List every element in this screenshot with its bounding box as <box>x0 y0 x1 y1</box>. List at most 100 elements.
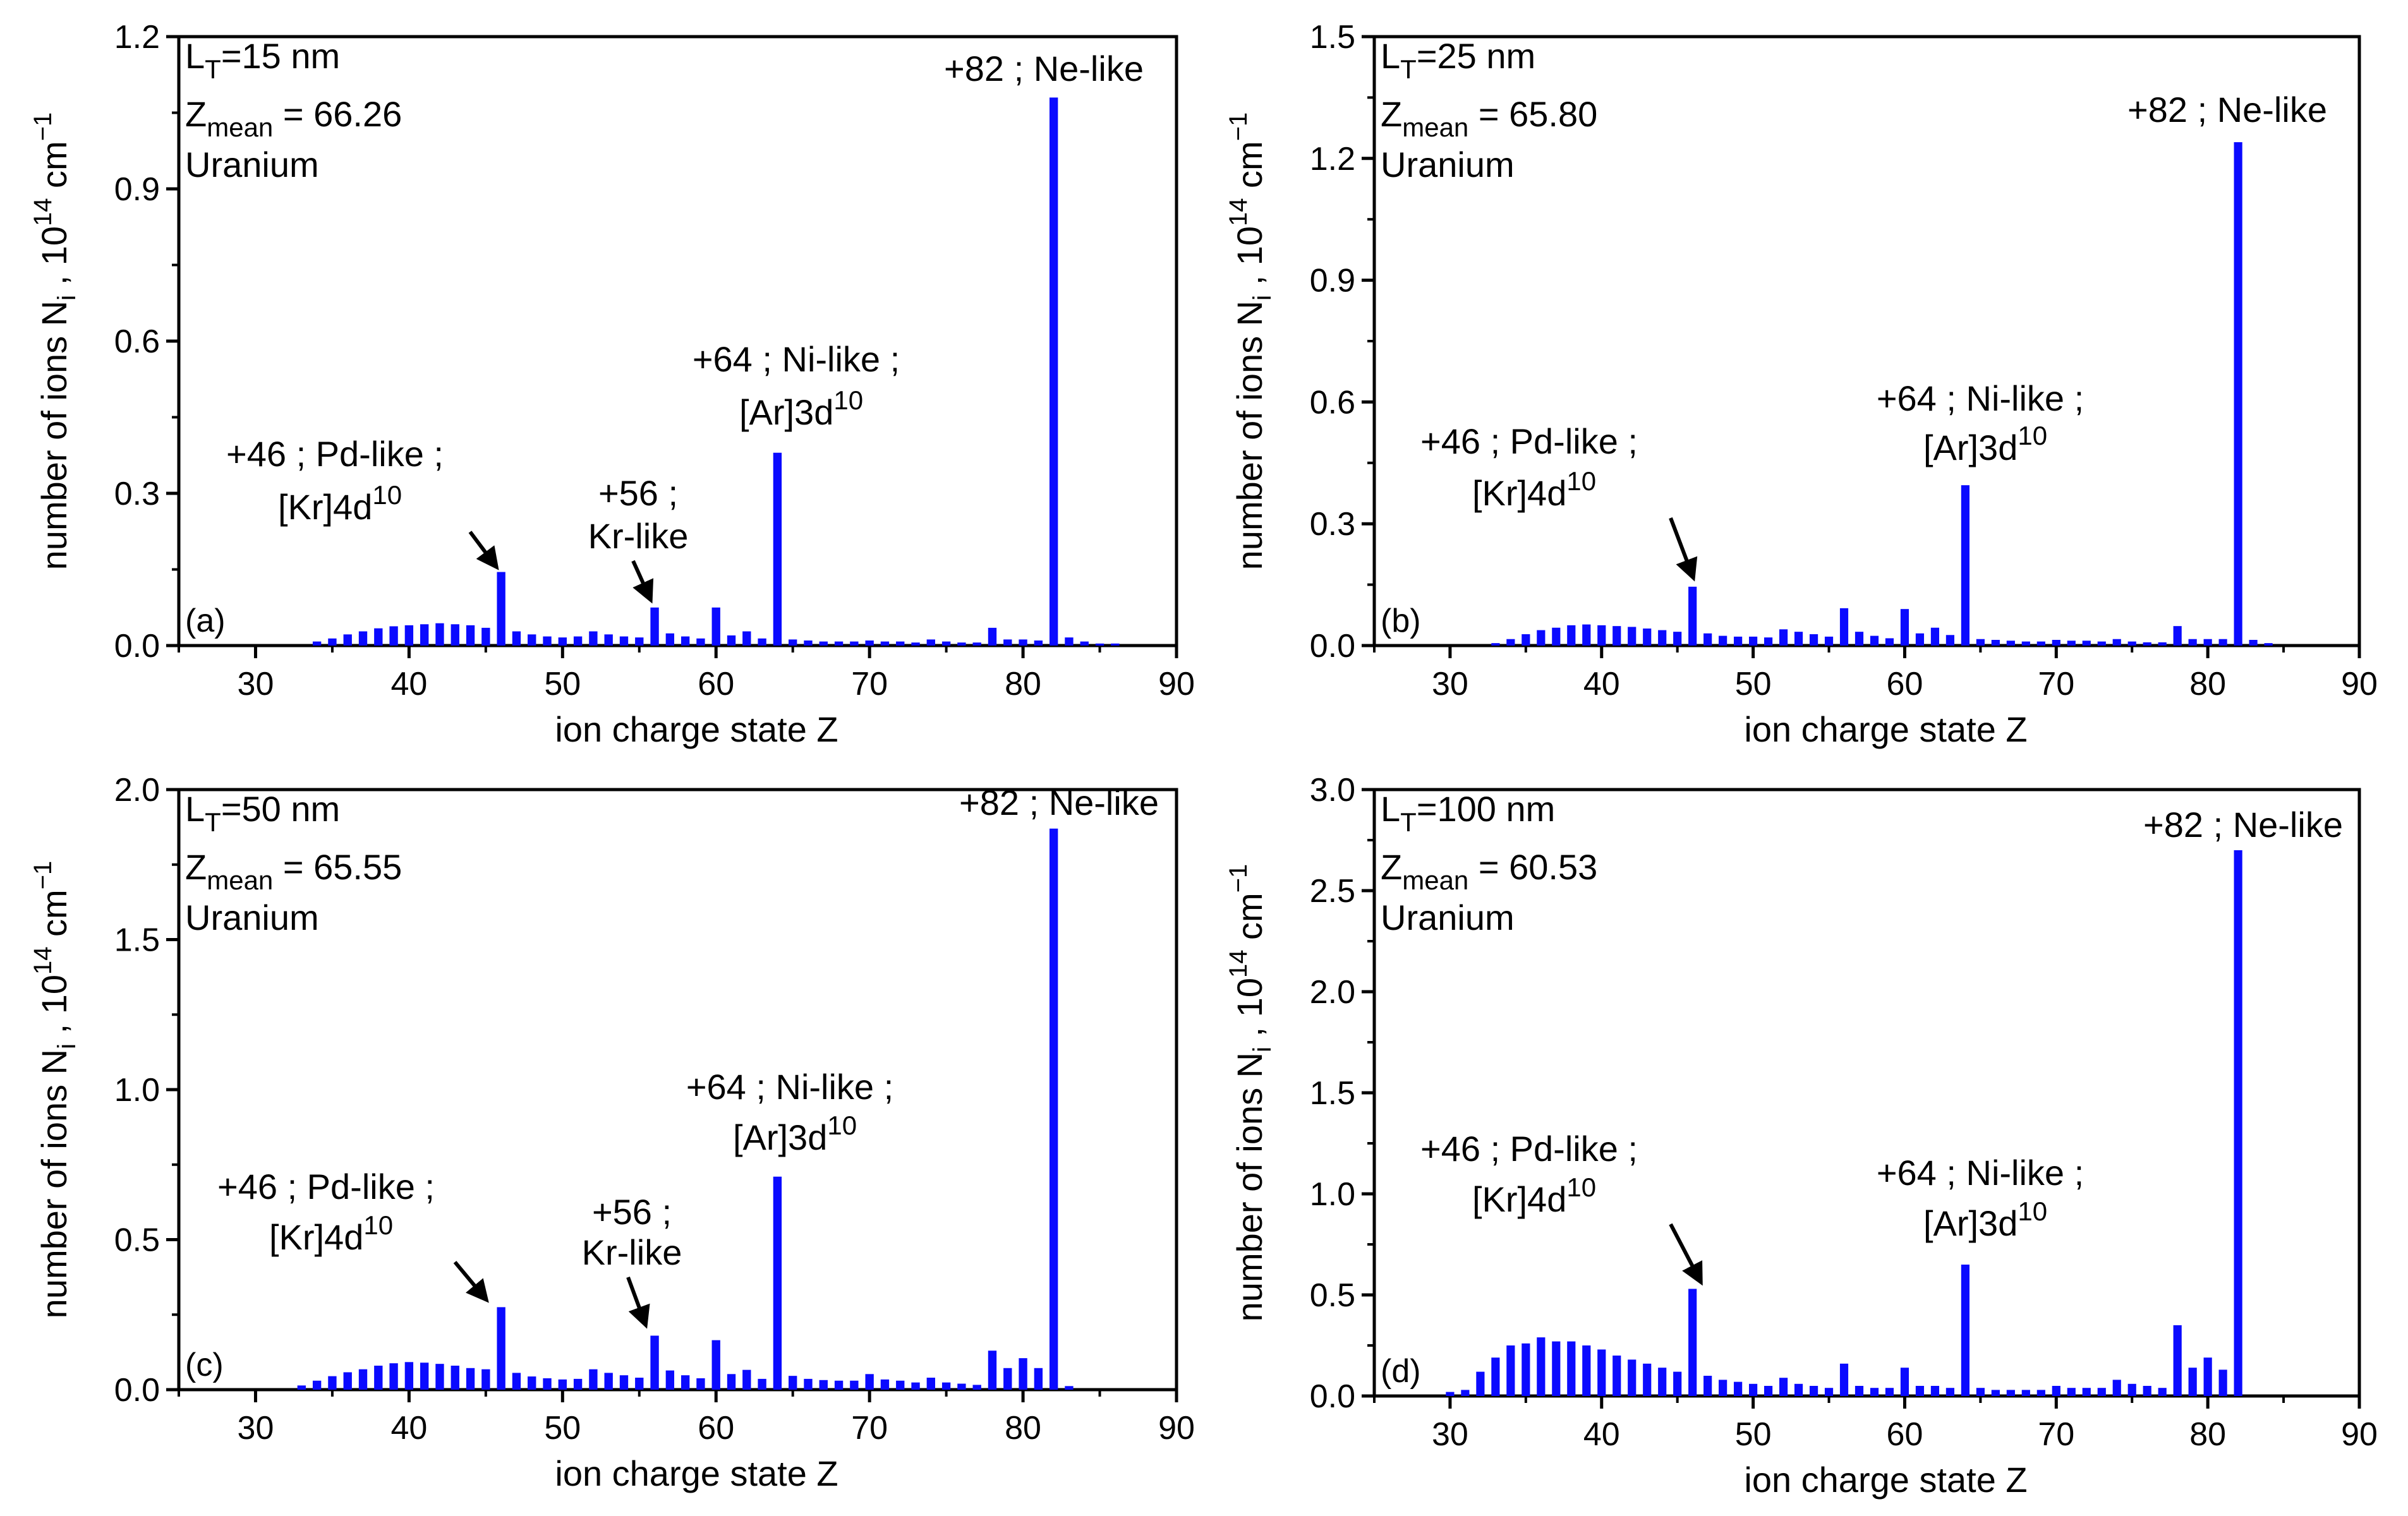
bar-z36 <box>343 634 352 646</box>
x-tick-label: 90 <box>2341 666 2378 702</box>
bar-z52 <box>589 1369 598 1390</box>
annotation-pd-arrow <box>1669 1223 1703 1286</box>
annotation-ni-line2: [Ar]3d10 <box>1923 1196 2047 1243</box>
bar-z60 <box>711 1340 720 1390</box>
bar-z38 <box>374 1366 383 1390</box>
bar-z73 <box>911 1382 920 1390</box>
bar-z43 <box>451 1366 459 1390</box>
annotation-pd-line2: [Kr]4d10 <box>1472 466 1596 513</box>
bar-z40 <box>404 1362 414 1390</box>
bar-z53 <box>1794 1383 1803 1396</box>
annotation-kr-line2: Kr-like <box>588 516 689 556</box>
y-tick-label: 0.3 <box>1310 506 1355 543</box>
y-tick-label: 2.0 <box>114 772 160 809</box>
bar-z51 <box>1764 637 1773 646</box>
x-axis-title: ion charge state Z <box>555 709 838 749</box>
bar-z48 <box>1719 635 1727 646</box>
x-tick-label: 40 <box>390 666 427 702</box>
x-tick-label: 70 <box>851 1410 888 1447</box>
bar-z33 <box>297 1385 306 1390</box>
bar-z50 <box>1749 1383 1758 1396</box>
bar-z83 <box>2249 640 2258 646</box>
annotation-ne-line1: +82 ; Ne-like <box>2143 805 2343 845</box>
bar-z82 <box>1049 828 1058 1390</box>
bar-z40 <box>1597 625 1606 646</box>
chart-panel-1: 30 40 50 60 70 80 90 0.0 0.3 0.6 0.9 1.2 ion charge … <box>29 19 1195 749</box>
bar-z82 <box>2234 850 2242 1396</box>
bar-z41 <box>1612 626 1621 646</box>
bar-z69 <box>2036 641 2045 646</box>
x-axis-title: ion charge state Z <box>555 1453 838 1493</box>
bar-z86 <box>1111 643 1120 646</box>
chart-panel-2: 30 40 50 60 70 80 90 0.0 0.3 0.6 0.9 1.2 1.5 ion char… <box>1225 19 2378 749</box>
bar-z69 <box>850 1380 859 1390</box>
bar-z38 <box>1567 1341 1576 1396</box>
annotation-ni-line2: [Ar]3d10 <box>739 385 863 432</box>
bar-z60 <box>1900 609 1909 646</box>
bar-z68 <box>834 641 844 646</box>
x-tick-label: 30 <box>1432 1416 1468 1453</box>
x-tick-label: 90 <box>1158 666 1195 702</box>
bar-z35 <box>1522 1343 1530 1396</box>
bar-z45 <box>481 1369 490 1390</box>
x-tick-label: 70 <box>2038 1416 2074 1453</box>
annotation-ne-line1: +82 ; Ne-like <box>959 783 1159 822</box>
bar-z80 <box>2203 1357 2212 1396</box>
x-tick-label: 30 <box>238 1410 274 1447</box>
bar-z59 <box>1885 638 1894 646</box>
bar-z37 <box>358 631 368 646</box>
bar-z39 <box>1582 1345 1591 1396</box>
y-tick-label: 0.0 <box>114 1372 160 1409</box>
annotation-pd-line1: +46 ; Pd-like ; <box>1420 421 1638 461</box>
annotation-pd-line2: [Kr]4d10 <box>1472 1172 1596 1219</box>
x-tick-label: 40 <box>390 1410 427 1447</box>
bar-z57 <box>1854 1386 1864 1396</box>
bar-z44 <box>466 625 475 646</box>
bar-z83 <box>1065 637 1074 646</box>
bar-z34 <box>1506 1345 1515 1396</box>
bar-z75 <box>941 1382 951 1390</box>
x-tick-label: 40 <box>1583 666 1620 702</box>
bar-z38 <box>1567 625 1576 646</box>
bar-z36 <box>1537 630 1546 646</box>
x-axis-title: ion charge state Z <box>1744 1460 2027 1500</box>
y-tick-label: 1.5 <box>1310 19 1355 56</box>
annotation-pd-arrow <box>468 531 499 570</box>
bar-z67 <box>2006 641 2015 646</box>
annotation-kr-arrow <box>626 1276 650 1329</box>
bar-z34 <box>312 1380 322 1390</box>
bar-z46 <box>1688 1289 1697 1396</box>
annotation-ni-line1: +64 ; Ni-like ; <box>1877 378 2084 418</box>
bar-z66 <box>1991 1390 2000 1396</box>
bar-z72 <box>2082 1388 2091 1396</box>
bar-z36 <box>343 1372 352 1390</box>
bar-z63 <box>758 638 766 646</box>
bar-z46 <box>497 1307 505 1390</box>
bar-z84 <box>1080 641 1089 646</box>
lt-label: LT=15 nm <box>185 36 340 84</box>
panel-tag: (d) <box>1381 1353 1421 1390</box>
bar-z73 <box>2097 1388 2106 1396</box>
y-tick-label: 0.0 <box>1310 628 1355 665</box>
y-tick-label: 2.0 <box>1310 974 1355 1011</box>
bar-z55 <box>635 1378 644 1390</box>
bar-z75 <box>2127 641 2136 646</box>
bar-z44 <box>1658 630 1667 646</box>
bar-z83 <box>1065 1386 1074 1390</box>
annotation-pd-arrow <box>453 1261 489 1303</box>
bar-z77 <box>972 1385 981 1390</box>
bar-z50 <box>1749 636 1758 646</box>
bar-z77 <box>972 642 981 646</box>
bar-z65 <box>789 639 797 646</box>
bar-z42 <box>435 1364 444 1390</box>
bar-z79 <box>2188 1368 2197 1396</box>
bar-z70 <box>865 640 874 646</box>
x-tick-label: 50 <box>1735 1416 1772 1453</box>
y-tick-label: 1.0 <box>114 1072 160 1109</box>
bar-z78 <box>988 1351 997 1390</box>
bar-z79 <box>1003 1368 1012 1390</box>
annotation-pd-line2: [Kr]4d10 <box>278 480 402 527</box>
y-axis-title: number of ions Ni , 1014 cm−1 <box>29 112 81 570</box>
bar-z39 <box>389 1363 398 1390</box>
bar-z81 <box>1034 640 1043 646</box>
